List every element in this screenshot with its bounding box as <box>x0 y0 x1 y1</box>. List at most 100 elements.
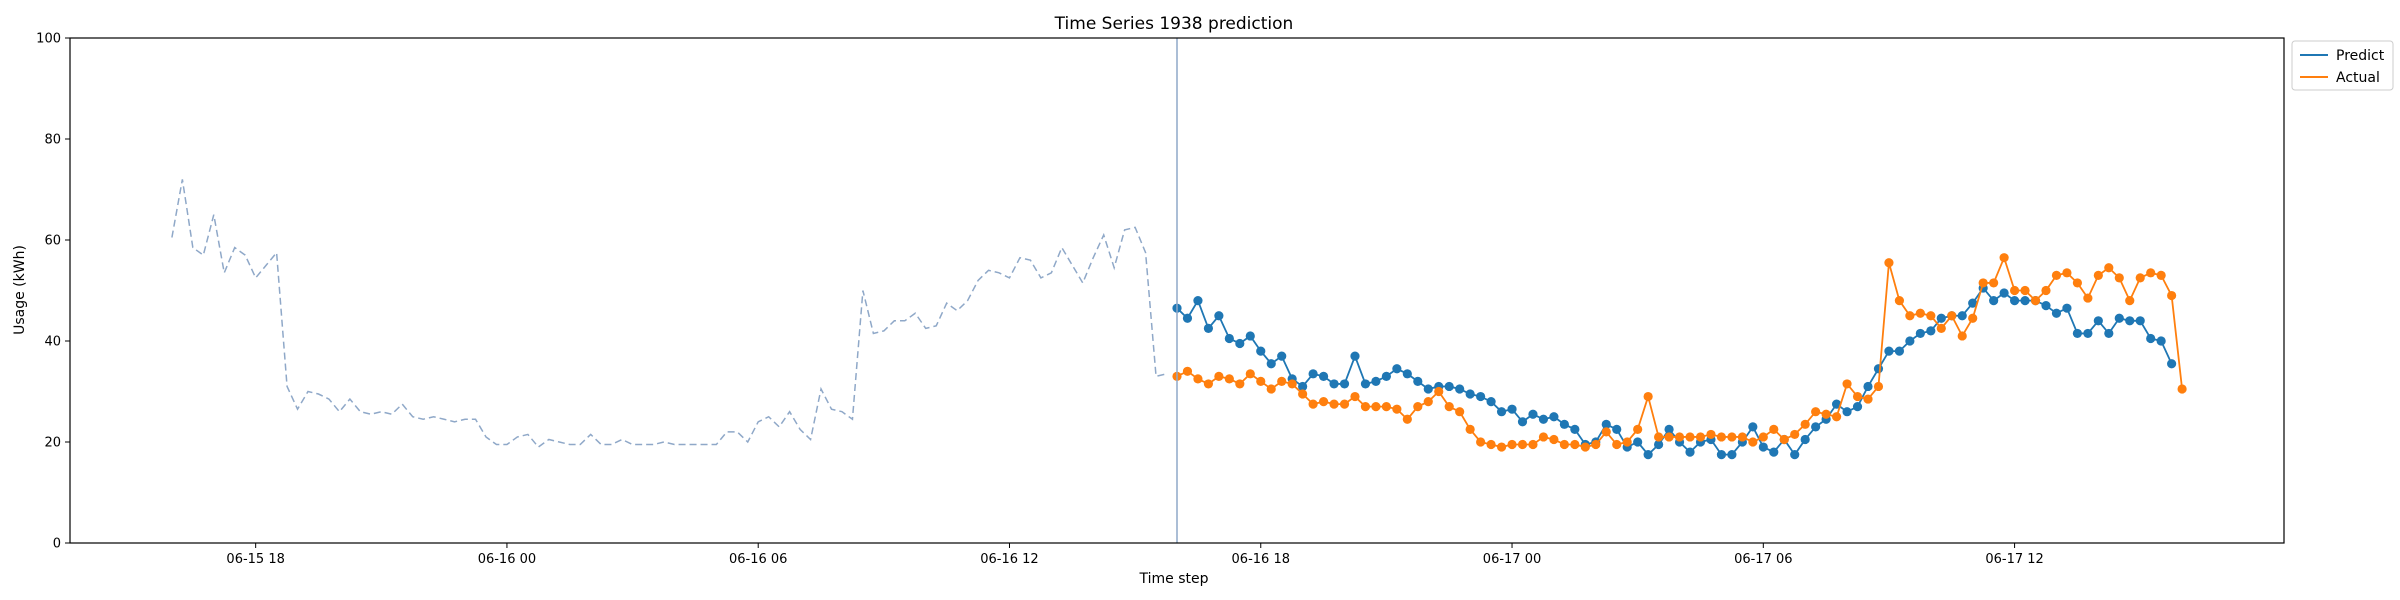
actual-point <box>1999 253 2009 263</box>
prediction-point <box>1894 346 1905 356</box>
actual-point <box>2020 285 2030 296</box>
series-prediction <box>1172 283 2177 460</box>
prediction-point <box>2156 336 2166 346</box>
actual-point <box>2114 273 2124 283</box>
prediction-point <box>1235 338 1245 349</box>
prediction-point <box>1339 379 1350 389</box>
actual-point <box>1549 434 1559 445</box>
y-tick-label: 80 <box>44 133 61 148</box>
legend-label-predict: Predict <box>2336 48 2385 64</box>
actual-point <box>1811 407 1821 417</box>
actual-point <box>1800 419 1810 429</box>
actual-point <box>1203 379 1214 389</box>
y-axis: 0 20 40 60 80 100 <box>36 32 70 552</box>
prediction-point <box>1308 369 1318 379</box>
x-tick-label: 06-17 12 <box>1985 552 2043 567</box>
actual-point <box>1465 424 1475 434</box>
prediction-point <box>1957 311 1967 321</box>
prediction-point <box>1968 298 1978 308</box>
prediction-point <box>1905 336 1915 346</box>
prediction-point <box>2114 313 2124 323</box>
prediction-point <box>1727 450 1737 460</box>
actual-point <box>1654 432 1664 442</box>
prediction-point <box>2104 328 2114 339</box>
actual-point <box>1612 439 1622 450</box>
prediction-point <box>1612 424 1622 434</box>
y-tick-label: 20 <box>44 436 61 451</box>
actual-point <box>1392 404 1402 414</box>
prediction-point <box>2051 308 2062 318</box>
actual-point <box>1559 439 1569 450</box>
actual-point <box>1570 439 1580 450</box>
prediction-point <box>1716 450 1727 460</box>
actual-point <box>1476 437 1486 447</box>
prediction-point <box>1831 399 1842 409</box>
prediction-point <box>1811 422 1821 432</box>
prediction-point <box>1769 447 1779 457</box>
prediction-point <box>1266 359 1276 369</box>
actual-point <box>1905 311 1915 321</box>
history-line <box>171 179 1167 449</box>
actual-point <box>2146 268 2156 278</box>
actual-point <box>1894 296 1905 306</box>
actual-point <box>1758 432 1768 442</box>
legend: Predict Actual <box>2291 40 2394 91</box>
prediction-point <box>1496 407 1507 417</box>
prediction-point <box>1444 381 1454 392</box>
actual-point <box>1413 402 1423 412</box>
actual-point <box>1182 366 1193 376</box>
actual-point <box>1601 427 1611 437</box>
actual-point <box>1455 407 1465 417</box>
prediction-point <box>1863 381 1873 392</box>
prediction-point <box>1790 450 1800 460</box>
x-tick-label: 06-16 18 <box>1232 552 1290 567</box>
y-tick-label: 100 <box>36 32 61 47</box>
y-tick-label: 60 <box>44 234 61 249</box>
actual-point <box>1214 371 1224 381</box>
prediction-point <box>1852 402 1863 412</box>
prediction-point <box>1664 424 1674 434</box>
prediction-point <box>1989 296 1999 306</box>
prediction-point <box>1538 414 1549 424</box>
actual-line <box>1176 255 2183 448</box>
actual-point <box>1622 437 1632 447</box>
actual-point <box>2041 285 2051 296</box>
actual-point <box>2093 270 2103 280</box>
actual-point <box>2104 263 2114 273</box>
prediction-point <box>1643 450 1653 460</box>
actual-point <box>1287 379 1297 389</box>
prediction-point <box>1193 296 1203 306</box>
prediction-point <box>1182 313 1193 323</box>
actual-point <box>1235 379 1245 389</box>
x-tick-label: 06-16 12 <box>980 552 1038 567</box>
x-axis: 06-15 18 06-16 00 06-16 06 06-16 12 06-16 18… <box>226 543 2044 567</box>
actual-point <box>1737 432 1747 442</box>
actual-point <box>1915 308 1925 318</box>
actual-point <box>2009 285 2020 296</box>
prediction-point <box>1413 376 1423 386</box>
actual-point <box>1402 414 1412 424</box>
actual-point <box>2030 296 2041 306</box>
y-tick-label: 40 <box>44 335 61 350</box>
prediction-line <box>1176 286 2173 457</box>
actual-point <box>1298 389 1308 399</box>
legend-label-actual: Actual <box>2336 70 2380 86</box>
x-tick-label: 06-17 06 <box>1734 552 1792 567</box>
actual-point <box>1528 439 1538 450</box>
prediction-point <box>2020 296 2030 306</box>
prediction-point <box>1350 351 1360 361</box>
prediction-point <box>1455 384 1465 394</box>
prediction-point <box>1329 379 1339 389</box>
prediction-point <box>1517 417 1528 427</box>
actual-point <box>1360 402 1371 412</box>
prediction-point <box>1392 364 1402 374</box>
prediction-point <box>1915 328 1925 339</box>
actual-point <box>1989 278 1999 288</box>
actual-point <box>1318 397 1329 407</box>
actual-point <box>1926 311 1936 321</box>
plot-frame <box>69 37 2285 544</box>
prediction-point <box>1360 379 1371 389</box>
prediction-point <box>2146 333 2156 344</box>
prediction-point <box>1926 326 1936 336</box>
prediction-point <box>1224 333 1234 344</box>
